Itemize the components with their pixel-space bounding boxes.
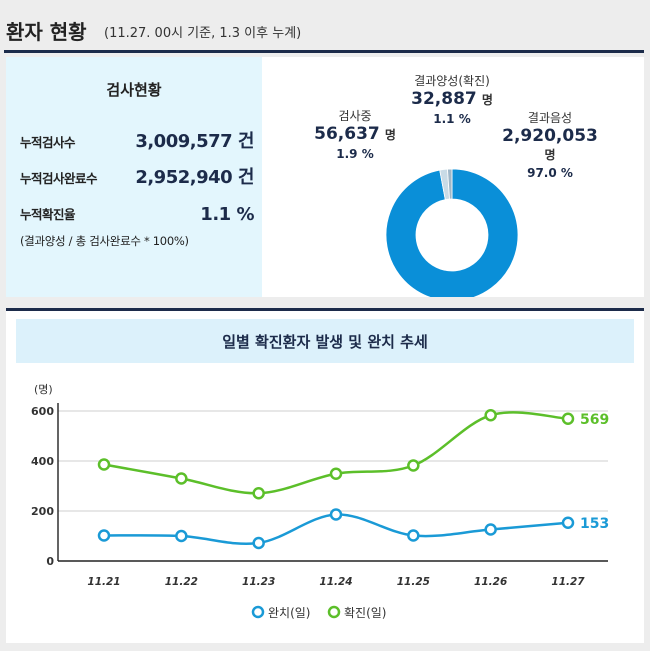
stats-note: (결과양성 / 총 검사완료수 * 100%): [20, 234, 189, 248]
legend-marker: [327, 605, 341, 619]
testing-label: 검사중: [338, 109, 372, 123]
data-point: [561, 516, 575, 529]
stat-label: 누적검사완료수: [20, 171, 98, 186]
x-tick-label: 11.27: [551, 576, 585, 588]
testing-unit: 명: [384, 128, 396, 142]
data-point: [484, 523, 497, 536]
negative-value: 2,920,053: [502, 126, 598, 146]
x-tick-label: 11.24: [319, 576, 352, 588]
donut-slice-positive: [447, 168, 453, 200]
data-point: [484, 409, 497, 422]
x-tick-label: 11.23: [242, 576, 275, 588]
x-tick-label: 11.26: [474, 576, 507, 588]
trend-panel: 일별 확진환자 발생 및 완치 추세 (명) 0 200 400 600 11.21 11.…: [6, 308, 644, 643]
stat-value: 2,952,940 건: [135, 167, 254, 188]
negative-label: 결과음성: [527, 111, 573, 125]
line-chart: (명) 0 200 400 600 11.21 11.22 11.23 11.24 11.25 11…: [31, 383, 609, 620]
negative-pct: 97.0 %: [527, 166, 573, 180]
y-tick-label: 0: [46, 555, 54, 568]
positive-unit: 명: [481, 93, 493, 107]
test-stats-box: 검사현황 누적검사수 3,009,577 건 누적검사완료수 2,952,940…: [6, 57, 262, 297]
stat-row-positive-rate: 누적확진율 1.1 %: [20, 197, 254, 225]
positive-value: 32,887: [411, 89, 477, 109]
stat-label: 누적확진율: [20, 207, 76, 222]
data-point: [252, 487, 265, 500]
stat-label: 누적검사수: [20, 135, 76, 150]
data-point: [252, 536, 265, 550]
positive-pct: 1.1 %: [433, 112, 471, 126]
y-tick-label: 600: [31, 405, 54, 418]
data-point: [407, 529, 420, 542]
stat-value: 3,009,577 건: [135, 131, 254, 152]
legend-label: 확진(일): [344, 606, 386, 620]
testing-pct: 1.9 %: [336, 147, 374, 161]
x-tick-label: 11.22: [165, 576, 198, 588]
chart-title: 일별 확진환자 발생 및 완치 추세: [222, 333, 428, 351]
data-point: [329, 467, 343, 480]
page-subtitle: (11.27. 00시 기준, 1.3 이후 누계): [104, 26, 302, 41]
data-point: [407, 459, 420, 472]
positive-label: 결과양성(확진): [414, 74, 490, 88]
page-title: 환자 현황: [6, 20, 87, 44]
stat-row-completed-tests: 누적검사완료수 2,952,940 건: [20, 161, 254, 189]
header-divider: [4, 50, 644, 53]
legend-marker: [251, 605, 265, 619]
stat-row-total-tests: 누적검사수 3,009,577 건: [20, 125, 254, 153]
header: 환자 현황 (11.27. 00시 기준, 1.3 이후 누계): [0, 0, 650, 53]
donut-label-positive: 결과양성(확진) 32,887 명 1.1 %: [392, 72, 512, 126]
testing-value: 56,637: [314, 124, 380, 144]
donut-label-testing: 검사중 56,637 명 1.9 %: [300, 107, 410, 161]
donut-area: 결과양성(확진) 32,887 명 1.1 % 검사중 56,637 명 1.9…: [262, 57, 644, 302]
data-point: [175, 472, 188, 485]
y-tick-label: 400: [31, 455, 54, 468]
x-tick-label: 11.25: [397, 576, 430, 588]
data-point: [329, 508, 343, 521]
data-point: [561, 412, 575, 425]
y-axis-label: (명): [34, 383, 53, 396]
series-line-1: [103, 411, 569, 495]
end-value-label: 569: [580, 412, 609, 428]
chart-title-band: 일별 확진환자 발생 및 완치 추세: [16, 319, 634, 363]
data-point: [97, 458, 111, 471]
stats-title: 검사현황: [106, 81, 162, 99]
stat-value: 1.1 %: [200, 204, 254, 225]
donut-slice-negative: [385, 168, 519, 302]
data-point: [175, 529, 188, 543]
negative-unit: 명: [544, 148, 556, 162]
y-tick-label: 200: [31, 505, 54, 518]
donut-label-negative: 결과음성 2,920,053 명 97.0 %: [490, 109, 610, 180]
data-point: [97, 529, 111, 542]
x-tick-label: 11.21: [87, 576, 120, 588]
donut-chart: [385, 168, 519, 302]
legend-label: 완치(일): [268, 606, 310, 620]
end-value-label: 153: [580, 516, 609, 532]
